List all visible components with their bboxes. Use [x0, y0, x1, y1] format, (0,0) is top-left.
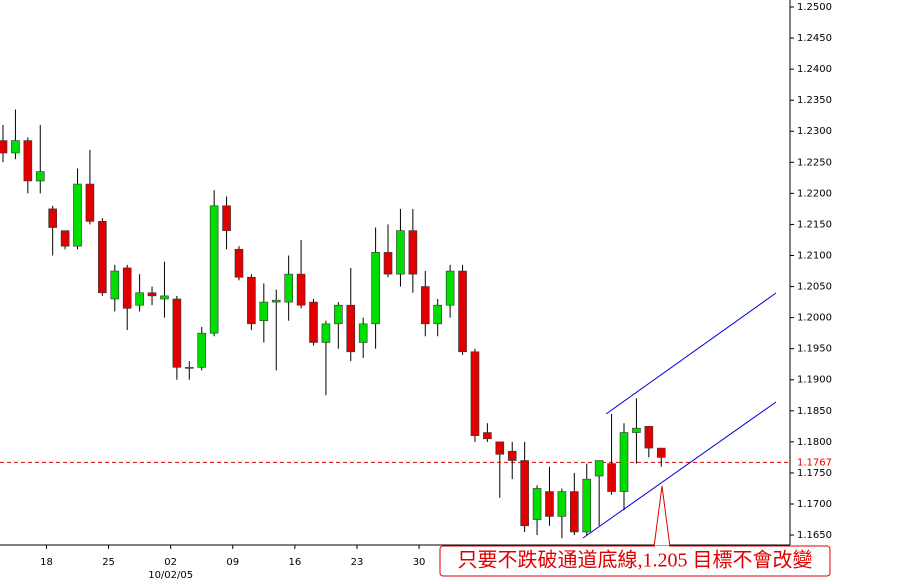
x-sublabel: 10/02/05: [148, 570, 193, 581]
candle-body: [197, 332, 207, 368]
candle-body: [247, 276, 256, 325]
candle-body: [185, 367, 194, 369]
y-tick-label: 1.1650: [797, 530, 832, 541]
candle-body: [582, 478, 592, 533]
candle-body: [160, 295, 169, 300]
candle-body: [458, 270, 467, 353]
x-tick-label: 30: [413, 557, 426, 568]
candle-body: [48, 208, 57, 228]
candle-body: [147, 292, 157, 297]
y-tick-label: 1.2200: [797, 188, 832, 199]
candle-body: [23, 140, 33, 182]
candle-body: [483, 432, 492, 440]
candle-body: [570, 491, 579, 533]
candle-body: [98, 221, 107, 294]
candle-body: [11, 140, 20, 154]
y-tick-label: 1.2100: [797, 250, 832, 261]
candle-body: [271, 299, 281, 303]
y-tick-label: 1.1750: [797, 468, 832, 479]
candle-body: [470, 351, 480, 436]
candle-body: [296, 273, 306, 306]
candle-body: [346, 304, 356, 353]
candle-body: [73, 183, 82, 247]
candle-body: [334, 304, 343, 325]
candle-body: [656, 447, 666, 458]
y-tick-label: 1.1900: [797, 375, 832, 386]
candle-body: [433, 304, 443, 325]
candle-body: [495, 441, 505, 455]
candle-body: [445, 270, 455, 306]
candle-body: [507, 450, 517, 461]
candle-body: [234, 248, 244, 278]
candle-body: [172, 298, 182, 368]
candle-body: [110, 270, 120, 300]
candle-body: [371, 252, 380, 325]
candle-body: [309, 301, 318, 343]
y-tick-label: 1.2350: [797, 95, 832, 106]
x-tick-label: 25: [102, 557, 115, 568]
annotation: 只要不跌破通道底線,1.205 目標不會改變: [458, 549, 813, 572]
candle-body: [607, 463, 616, 492]
candle-body: [222, 205, 231, 231]
candle-body: [284, 273, 293, 303]
channel-upper: [605, 292, 777, 415]
y-tick-label: 1.2400: [797, 64, 832, 75]
y-tick-label: 1.2300: [797, 126, 832, 137]
candle-body: [321, 323, 331, 343]
candle-body: [644, 426, 654, 449]
y-tick-label: 1.2050: [797, 282, 832, 293]
candle-body: [358, 323, 368, 343]
candle-body: [383, 252, 393, 275]
candle-body: [396, 230, 405, 275]
candle-body: [408, 230, 418, 275]
reference-label: 1.1767: [797, 457, 832, 468]
annotation-box: [439, 545, 831, 577]
y-tick-label: 1.2000: [797, 313, 832, 324]
y-tick-label: 1.1950: [797, 344, 832, 355]
x-tick-label: 23: [351, 557, 364, 568]
candle-body: [0, 140, 8, 154]
candle-body: [420, 286, 430, 325]
candle-body: [122, 267, 132, 309]
x-tick-label: 18: [40, 557, 53, 568]
x-tick-label: 02: [164, 557, 177, 568]
candle-body: [259, 301, 269, 322]
candle-body: [135, 292, 144, 306]
candle-body: [557, 491, 567, 517]
candle-body: [632, 427, 641, 433]
candle-body: [520, 460, 529, 527]
y-tick-label: 1.2500: [797, 2, 832, 13]
candle-body: [619, 432, 629, 492]
candle-body: [209, 205, 219, 334]
candle-body: [594, 460, 604, 477]
x-tick-label: 09: [226, 557, 239, 568]
candle-body: [85, 183, 95, 222]
candle-body: [60, 230, 70, 247]
channel-lower: [582, 401, 777, 539]
y-tick-label: 1.1850: [797, 406, 832, 417]
y-tick-label: 1.2250: [797, 157, 832, 168]
y-tick-label: 1.2450: [797, 33, 832, 44]
y-tick-label: 1.2150: [797, 219, 832, 230]
candle-body: [35, 171, 45, 182]
candle-body: [532, 488, 542, 520]
y-tick-label: 1.1700: [797, 499, 832, 510]
y-tick-label: 1.1800: [797, 437, 832, 448]
candle-body: [545, 491, 554, 517]
x-tick-label: 16: [289, 557, 302, 568]
